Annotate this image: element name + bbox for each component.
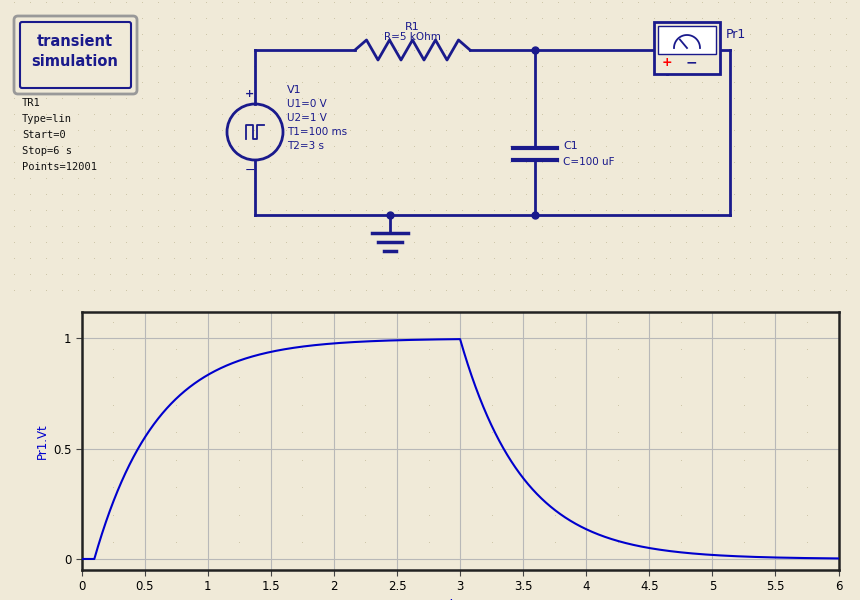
Bar: [654, 22, 720, 74]
Text: simulation: simulation: [32, 55, 119, 70]
Text: T2=3 s: T2=3 s: [287, 141, 324, 151]
Text: Stop=6 s: Stop=6 s: [22, 146, 72, 156]
Text: U1=0 V: U1=0 V: [287, 99, 327, 109]
Text: U2=1 V: U2=1 V: [287, 113, 327, 123]
Text: −: −: [685, 55, 697, 69]
Text: +: +: [661, 55, 673, 68]
Text: R1: R1: [405, 22, 420, 32]
Text: Pr1: Pr1: [726, 28, 746, 40]
Text: transient: transient: [37, 34, 113, 49]
Text: C=100 uF: C=100 uF: [563, 157, 615, 167]
Text: Type=lin: Type=lin: [22, 114, 72, 124]
X-axis label: time: time: [445, 599, 476, 600]
Text: TR1: TR1: [22, 98, 40, 108]
Text: −: −: [245, 163, 255, 176]
Text: T1=100 ms: T1=100 ms: [287, 127, 347, 137]
Text: V1: V1: [287, 85, 302, 95]
FancyBboxPatch shape: [14, 16, 137, 94]
Bar: [658, 26, 716, 54]
Y-axis label: Pr1.Vt: Pr1.Vt: [35, 423, 49, 459]
Text: Points=12001: Points=12001: [22, 162, 97, 172]
Text: Start=0: Start=0: [22, 130, 65, 140]
Text: +: +: [245, 89, 255, 99]
Text: C1: C1: [563, 141, 578, 151]
Text: R=5 kOhm: R=5 kOhm: [384, 32, 441, 42]
FancyBboxPatch shape: [20, 22, 131, 88]
